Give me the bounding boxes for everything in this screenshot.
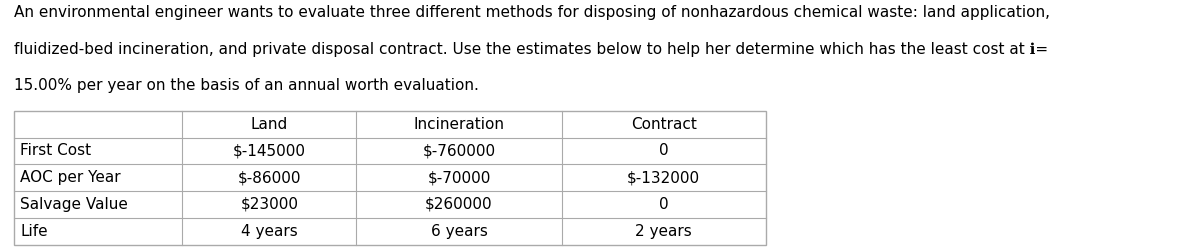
Text: 0: 0 bbox=[659, 197, 668, 212]
Text: AOC per Year: AOC per Year bbox=[20, 170, 121, 185]
Text: 2 years: 2 years bbox=[635, 224, 692, 239]
Text: $260000: $260000 bbox=[425, 197, 493, 212]
Text: $23000: $23000 bbox=[240, 197, 299, 212]
Bar bbox=[14, 111, 766, 245]
Text: $-132000: $-132000 bbox=[628, 170, 700, 185]
Text: 15.00% per year on the basis of an annual worth evaluation.: 15.00% per year on the basis of an annua… bbox=[14, 78, 479, 93]
Text: 6 years: 6 years bbox=[431, 224, 487, 239]
Text: Incineration: Incineration bbox=[414, 117, 504, 132]
Text: An environmental engineer wants to evaluate three different methods for disposin: An environmental engineer wants to evalu… bbox=[14, 5, 1050, 20]
Text: $-145000: $-145000 bbox=[233, 143, 306, 158]
Text: First Cost: First Cost bbox=[20, 143, 91, 158]
Text: Contract: Contract bbox=[631, 117, 696, 132]
Text: $-760000: $-760000 bbox=[422, 143, 496, 158]
Text: Life: Life bbox=[20, 224, 48, 239]
Text: $-86000: $-86000 bbox=[238, 170, 301, 185]
Text: Land: Land bbox=[251, 117, 288, 132]
Text: $-70000: $-70000 bbox=[427, 170, 491, 185]
Text: fluidized-bed incineration, and private disposal contract. Use the estimates bel: fluidized-bed incineration, and private … bbox=[14, 42, 1049, 57]
Text: 0: 0 bbox=[659, 143, 668, 158]
Text: Salvage Value: Salvage Value bbox=[20, 197, 128, 212]
Text: 4 years: 4 years bbox=[241, 224, 298, 239]
